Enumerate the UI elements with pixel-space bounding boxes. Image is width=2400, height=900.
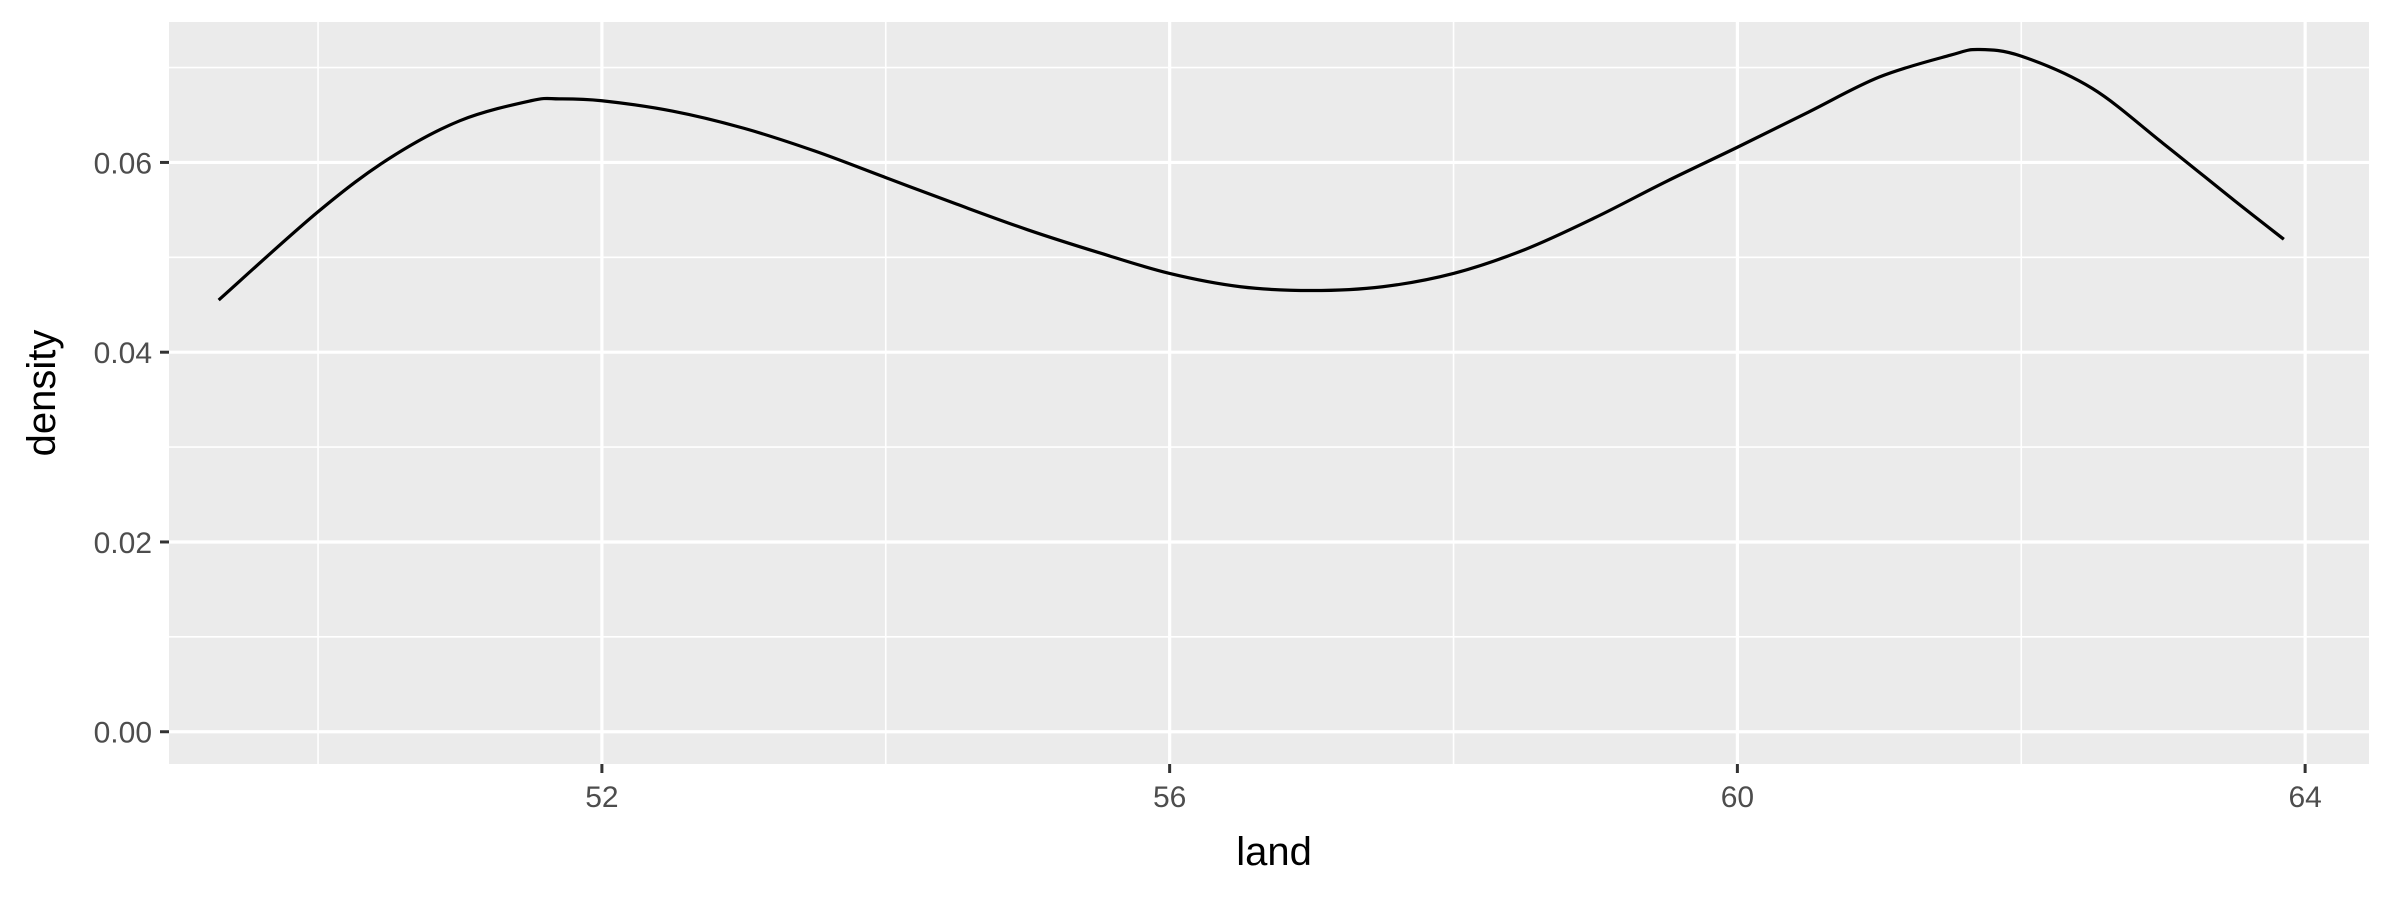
plot-panel xyxy=(169,22,2369,764)
y-axis-title: density xyxy=(20,330,64,457)
x-tick-label: 60 xyxy=(1721,781,1754,814)
y-axis: 0.00 0.02 0.04 0.06 xyxy=(94,147,169,750)
x-tick-label: 52 xyxy=(585,781,618,814)
y-tick-label: 0.02 xyxy=(94,527,152,560)
y-tick-label: 0.04 xyxy=(94,337,152,370)
y-tick-label: 0.06 xyxy=(94,147,152,180)
x-axis-title: land xyxy=(1236,830,1312,874)
x-tick-label: 64 xyxy=(2288,781,2321,814)
x-axis: 52 56 60 64 xyxy=(585,764,2322,814)
x-tick-label: 56 xyxy=(1153,781,1186,814)
density-curve xyxy=(217,47,2285,302)
minor-gridlines xyxy=(169,22,2369,764)
y-tick-label: 0.00 xyxy=(94,717,152,750)
